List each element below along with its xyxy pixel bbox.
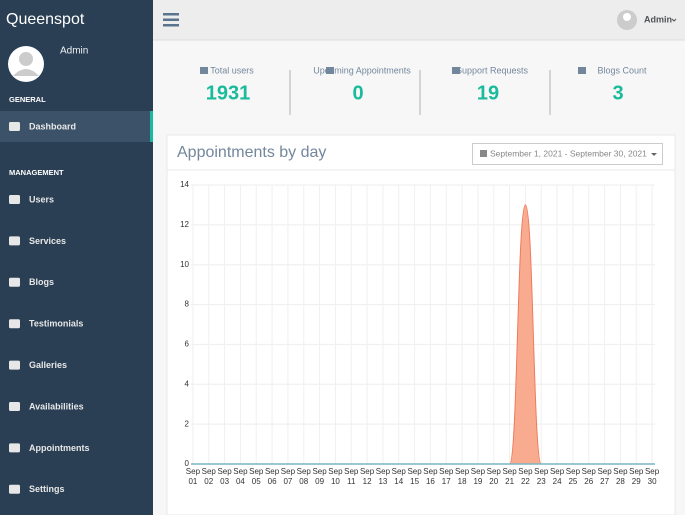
x-tick-label: Sep 17	[439, 467, 454, 486]
stat-value: 19	[477, 82, 499, 104]
stat-label: Support Requests	[456, 65, 529, 75]
stat-value: 0	[352, 82, 363, 104]
nav-icon	[9, 402, 20, 411]
stat-value: 1931	[206, 82, 251, 104]
x-tick-label: Sep 28	[613, 467, 628, 486]
nav-item[interactable]: Galleries	[29, 360, 67, 370]
y-tick-label: 2	[185, 419, 190, 428]
x-tick-label: Sep 18	[454, 467, 470, 486]
nav-item[interactable]: Testimonials	[29, 319, 83, 329]
stat-label: Blogs Count	[597, 65, 647, 75]
x-tick-label: Sep 09	[312, 467, 327, 486]
x-tick-label: Sep 10	[328, 467, 343, 486]
avatar-body	[13, 69, 39, 76]
active-item-bg	[0, 111, 150, 142]
stat-label: Total users	[210, 65, 254, 75]
sidebar-user: Admin	[60, 46, 88, 57]
x-tick-label: Sep 13	[375, 467, 391, 486]
y-tick-label: 14	[180, 180, 189, 189]
y-tick-label: 12	[180, 220, 189, 229]
x-tick-label: Sep 05	[249, 467, 264, 486]
x-tick-label: Sep 25	[565, 467, 581, 486]
x-tick-label: Sep 04	[233, 467, 248, 486]
date-range[interactable]: September 1, 2021 - September 30, 2021	[490, 148, 647, 158]
nav-item[interactable]: Dashboard	[29, 121, 76, 131]
y-tick-label: 6	[185, 340, 190, 349]
x-tick-label: Sep 30	[644, 467, 660, 486]
active-item-border	[150, 111, 153, 142]
nav-item[interactable]: Availabilities	[29, 401, 84, 411]
chart-panel	[166, 134, 676, 515]
top-avatar-head	[623, 13, 631, 21]
top-user[interactable]: Admin	[644, 14, 672, 24]
x-tick-label: Sep 29	[629, 467, 644, 486]
nav-icon	[9, 443, 20, 453]
x-tick-label: Sep 03	[217, 467, 232, 486]
x-tick-label: Sep 16	[423, 467, 438, 486]
x-tick-label: Sep 20	[486, 467, 501, 486]
x-tick-label: Sep 26	[581, 467, 596, 486]
x-tick-label: Sep 15	[407, 467, 422, 486]
x-tick-label: Sep 27	[597, 467, 612, 486]
y-tick-label: 0	[185, 459, 190, 468]
x-tick-label: Sep 24	[549, 467, 565, 486]
section-title: GENERAL	[9, 95, 46, 104]
nav-icon	[9, 122, 20, 131]
x-tick-label: Sep 06	[264, 467, 280, 486]
caret	[651, 153, 657, 156]
nav-icon	[9, 277, 20, 287]
nav-icon	[9, 195, 20, 204]
x-tick-label: Sep 11	[344, 467, 359, 486]
y-tick-label: 10	[180, 260, 189, 269]
date-range-button[interactable]	[472, 143, 663, 165]
x-tick-label: Sep 02	[201, 467, 216, 486]
nav-icon	[9, 360, 20, 370]
nav-item[interactable]: Users	[29, 194, 54, 204]
nav-icon	[9, 484, 20, 494]
sidebar	[0, 0, 153, 515]
x-tick-label: Sep 14	[391, 467, 406, 486]
menu-toggle[interactable]	[163, 13, 179, 27]
top-bar	[153, 0, 685, 40]
chevron	[671, 18, 677, 22]
section-title: MANAGEMENT	[9, 168, 64, 177]
stat-value: 3	[612, 82, 623, 104]
stat-icon	[578, 67, 586, 74]
nav-icon	[9, 236, 20, 246]
x-tick-label: Sep 23	[534, 467, 549, 486]
avatar-head	[19, 52, 33, 66]
x-tick-label: Sep 19	[470, 467, 486, 486]
x-tick-label: Sep 07	[280, 467, 296, 486]
nav-item[interactable]: Settings	[29, 484, 65, 494]
x-tick-label: Sep 22	[518, 467, 533, 486]
x-tick-label: Sep 08	[296, 467, 311, 486]
calendar-icon	[480, 150, 487, 157]
stat-icon	[326, 67, 334, 74]
nav-item[interactable]: Blogs	[29, 277, 54, 287]
x-tick-label: Sep 21	[502, 467, 517, 486]
stat-icon	[452, 67, 460, 74]
x-tick-label: Sep 01	[185, 467, 201, 486]
y-tick-label: 8	[185, 300, 190, 309]
nav-item[interactable]: Appointments	[29, 443, 90, 453]
nav-item[interactable]: Services	[29, 236, 66, 246]
stat-icon	[200, 67, 208, 74]
nav-icon	[9, 319, 20, 329]
x-tick-label: Sep 12	[359, 467, 375, 486]
stat-label: Upcoming Appointments	[313, 65, 411, 75]
chart-title: Appointments by day	[177, 144, 326, 161]
y-tick-label: 4	[185, 379, 190, 388]
brand: Queenspot	[6, 11, 85, 28]
